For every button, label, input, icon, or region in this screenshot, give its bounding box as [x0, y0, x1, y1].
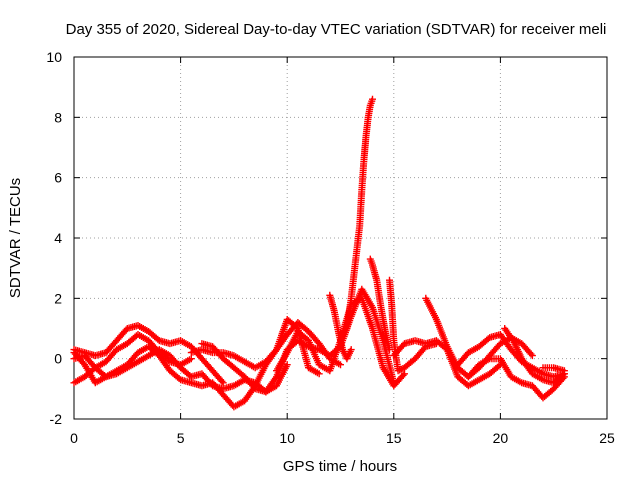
data-point — [187, 355, 195, 363]
data-point — [219, 379, 227, 387]
y-axis-label: SDTVAR / TECUs — [7, 178, 24, 298]
data-point — [283, 361, 291, 369]
ticks: 0 5 10 15 20 25 -2 0 2 4 6 8 10 — [46, 49, 615, 446]
y-tick-label: 4 — [54, 230, 62, 246]
y-tick-label: -2 — [50, 411, 63, 427]
data-point — [528, 352, 536, 360]
y-tick-label: 10 — [46, 49, 62, 65]
x-tick-label: 5 — [177, 430, 185, 446]
x-axis-label: GPS time / hours — [283, 458, 397, 475]
data-point — [401, 370, 408, 378]
y-tick-label: 0 — [54, 351, 62, 367]
x-tick-label: 25 — [599, 430, 615, 446]
y-tick-label: 2 — [54, 290, 62, 306]
y-tick-label: 6 — [54, 170, 62, 186]
data-point — [527, 350, 535, 358]
x-tick-label: 0 — [70, 430, 78, 446]
data-point — [396, 366, 404, 374]
x-tick-label: 15 — [386, 430, 402, 446]
data-point — [218, 377, 226, 385]
data-point — [369, 95, 376, 103]
data-marks — [70, 95, 568, 411]
x-tick-label: 10 — [279, 430, 295, 446]
data-point — [315, 370, 323, 378]
chart-title: Day 355 of 2020, Sidereal Day-to-day VTE… — [66, 21, 607, 38]
data-point — [560, 367, 568, 375]
x-tick-label: 20 — [493, 430, 509, 446]
data-point — [347, 346, 355, 354]
y-tick-label: 8 — [54, 109, 62, 125]
data-point — [271, 374, 279, 382]
data-point — [337, 361, 344, 369]
data-point — [399, 371, 407, 379]
